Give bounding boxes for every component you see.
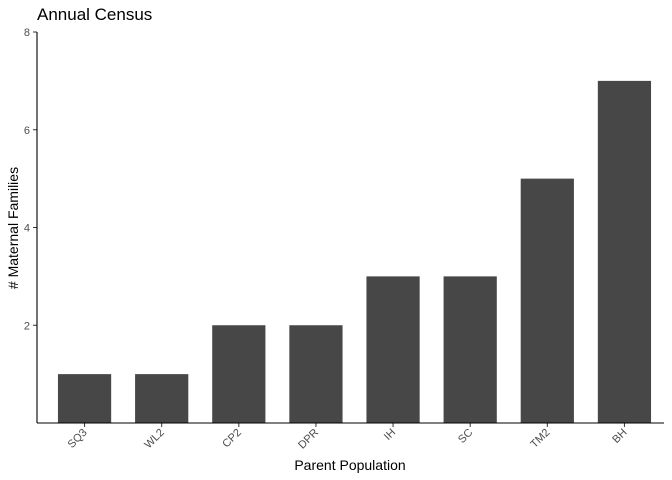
bar-wl2 xyxy=(135,374,189,424)
bar-tm2 xyxy=(520,178,574,424)
y-tick-label: 6 xyxy=(24,125,30,137)
y-tick-label: 8 xyxy=(24,27,30,39)
x-tick-label: TM2 xyxy=(528,427,552,451)
x-tick-label: BH xyxy=(610,427,629,446)
bars xyxy=(57,80,652,424)
x-tick-label: CP2 xyxy=(220,427,244,451)
bar-sq3 xyxy=(57,374,112,424)
bar-sc xyxy=(443,276,497,424)
bar-bh xyxy=(597,80,652,424)
x-tick-label: SQ3 xyxy=(66,427,90,451)
y-tick-label: 4 xyxy=(24,223,30,235)
y-axis-ticks: 2 4 6 8 xyxy=(24,27,37,332)
y-axis-title: # Maternal Families xyxy=(5,167,21,289)
x-tick-label: WL2 xyxy=(142,427,166,451)
bar-dpr xyxy=(289,325,343,423)
bar-ih xyxy=(366,276,420,424)
bar-cp2 xyxy=(212,325,266,423)
x-tick-label: DPR xyxy=(296,427,321,452)
x-axis-title: Parent Population xyxy=(294,457,405,473)
x-axis-ticks: SQ3 WL2 CP2 DPR IH SC TM2 BH xyxy=(66,423,630,452)
x-tick-label: SC xyxy=(456,427,475,446)
y-tick-label: 2 xyxy=(24,320,30,332)
chart-title: Annual Census xyxy=(37,5,152,24)
x-tick-label: IH xyxy=(382,427,398,443)
